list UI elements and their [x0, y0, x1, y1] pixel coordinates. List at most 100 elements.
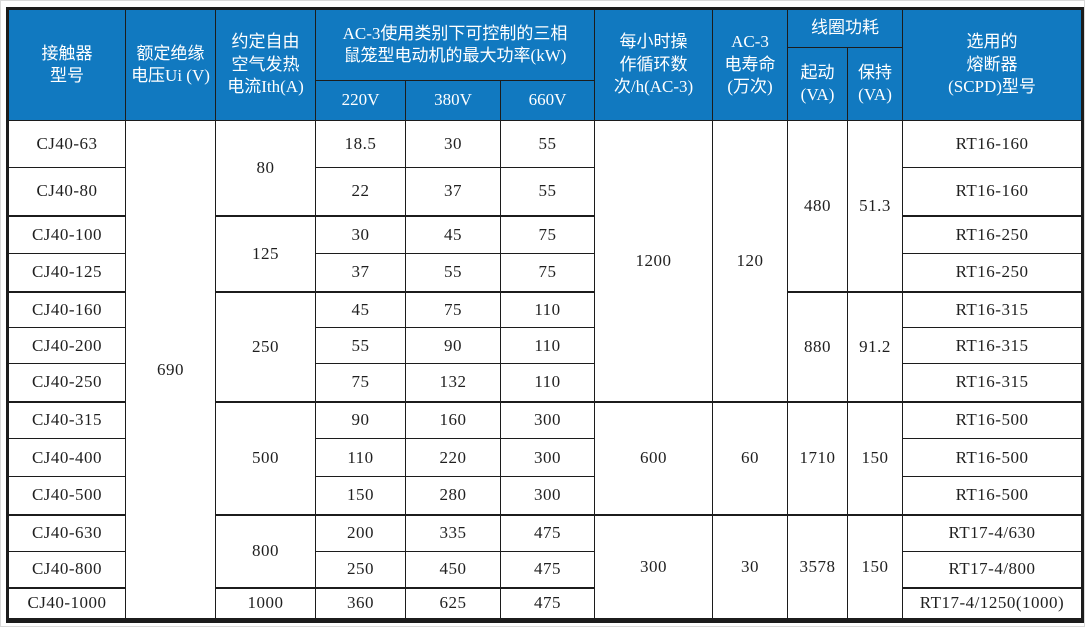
cell-power-220v: 250 [315, 551, 406, 588]
header-fuse-type: 选用的 熔断器 (SCPD)型号 [902, 8, 1084, 121]
table-row: CJ40-160 250 45 75 110 880 91.2 RT16-315 [7, 290, 1084, 402]
cell-power-380v: 220 [405, 438, 501, 477]
cell-power-660v: 110 [499, 327, 596, 364]
cell-fuse: RT16-160 [902, 120, 1084, 168]
cell-power-380v: 90 [405, 327, 501, 364]
cell-model: CJ40-80 [7, 167, 126, 216]
cell-fuse: RT17-4/1250(1000) [902, 586, 1084, 621]
cell-fuse: RT16-315 [902, 327, 1084, 364]
cell-model: CJ40-100 [7, 214, 126, 254]
table-body: CJ40-63 690 80 18.5 30 55 1200 120 480 5… [7, 120, 1084, 621]
cell-power-220v: 55 [315, 327, 406, 364]
header-hold-va: 保持 (VA) [847, 47, 904, 121]
cell-start-va: 880 [787, 290, 849, 402]
cell-power-220v: 18.5 [315, 120, 406, 168]
cell-power-660v: 300 [499, 438, 596, 477]
header-max-power: AC-3使用类别下可控制的三相 鼠笼型电动机的最大功率(kW) [314, 8, 596, 81]
cell-electrical-life: 30 [712, 513, 789, 621]
cell-power-220v: 110 [315, 438, 406, 477]
cell-model: CJ40-630 [7, 513, 126, 552]
cell-power-220v: 45 [315, 290, 406, 328]
cell-fuse: RT17-4/800 [902, 551, 1084, 588]
cell-model: CJ40-200 [7, 327, 126, 364]
cell-electrical-life: 60 [712, 400, 789, 515]
cell-start-va: 480 [787, 120, 849, 292]
cell-power-380v: 132 [405, 363, 501, 402]
header-start-va: 起动 (VA) [787, 47, 849, 121]
header-insulation-voltage: 额定绝缘 电压Ui (V) [125, 8, 216, 121]
table-row: CJ40-630 800 200 335 475 300 30 3578 150… [7, 513, 1084, 621]
cell-fuse: RT16-250 [902, 214, 1084, 254]
header-220v: 220V [315, 80, 406, 121]
cell-power-660v: 110 [499, 290, 596, 328]
cell-operating-cycles: 300 [594, 513, 714, 621]
cell-fuse: RT16-500 [902, 438, 1084, 477]
header-model: 接触器 型号 [7, 8, 126, 121]
cell-power-220v: 90 [315, 400, 406, 439]
cell-fuse: RT16-500 [902, 400, 1084, 439]
cell-fuse: RT16-160 [902, 167, 1084, 216]
cell-power-660v: 75 [499, 214, 596, 254]
table-row: CJ40-1000 1000 360 625 475 RT17-4/1250(1… [7, 586, 1084, 621]
cell-model: CJ40-63 [7, 120, 126, 168]
cell-fuse: RT16-500 [902, 476, 1084, 515]
cell-thermal-current: 250 [215, 290, 316, 402]
cell-power-380v: 160 [405, 400, 501, 439]
cell-power-380v: 450 [405, 551, 501, 588]
cell-power-220v: 37 [315, 253, 406, 292]
cell-power-220v: 360 [315, 586, 406, 621]
cell-power-380v: 45 [405, 214, 501, 254]
cell-model: CJ40-400 [7, 438, 126, 477]
cell-hold-va: 91.2 [847, 290, 904, 402]
cell-model: CJ40-500 [7, 476, 126, 515]
cell-power-380v: 75 [405, 290, 501, 328]
cell-power-220v: 22 [315, 167, 406, 216]
cell-thermal-current: 125 [215, 214, 316, 292]
cell-power-380v: 30 [405, 120, 501, 168]
table-row: CJ40-200 55 90 110 RT16-315 [7, 327, 1084, 364]
cell-start-va: 3578 [787, 513, 849, 621]
table-row: CJ40-400 110 220 300 RT16-500 [7, 438, 1084, 477]
cell-hold-va: 150 [847, 513, 904, 621]
cell-power-660v: 300 [499, 476, 596, 515]
cell-model: CJ40-125 [7, 253, 126, 292]
cell-power-660v: 55 [499, 120, 596, 168]
cell-model: CJ40-800 [7, 551, 126, 588]
cell-fuse: RT16-250 [902, 253, 1084, 292]
table-row: CJ40-250 75 132 110 RT16-315 [7, 363, 1084, 402]
cell-power-660v: 75 [499, 253, 596, 292]
cell-electrical-life: 120 [712, 120, 789, 402]
cell-model: CJ40-250 [7, 363, 126, 402]
cell-power-220v: 200 [315, 513, 406, 552]
cell-model: CJ40-160 [7, 290, 126, 328]
cell-model: CJ40-315 [7, 400, 126, 439]
cell-power-220v: 30 [315, 214, 406, 254]
contactor-spec-table: 接触器 型号 额定绝缘 电压Ui (V) 约定自由 空气发热 电流Ith(A) … [6, 7, 1085, 623]
cell-power-220v: 150 [315, 476, 406, 515]
cell-power-380v: 335 [405, 513, 501, 552]
cell-power-380v: 280 [405, 476, 501, 515]
cell-operating-cycles: 1200 [594, 120, 714, 402]
cell-fuse: RT16-315 [902, 363, 1084, 402]
table-row: CJ40-800 250 450 475 RT17-4/800 [7, 551, 1084, 588]
cell-start-va: 1710 [787, 400, 849, 515]
cell-power-660v: 300 [499, 400, 596, 439]
cell-fuse: RT16-315 [902, 290, 1084, 328]
cell-operating-cycles: 600 [594, 400, 714, 515]
cell-model: CJ40-1000 [7, 586, 126, 621]
cell-thermal-current: 500 [215, 400, 316, 515]
cell-power-660v: 55 [499, 167, 596, 216]
cell-insulation-voltage: 690 [125, 120, 216, 621]
header-thermal-current: 约定自由 空气发热 电流Ith(A) [215, 8, 316, 121]
header-660v: 660V [499, 80, 596, 121]
table-row: CJ40-63 690 80 18.5 30 55 1200 120 480 5… [7, 120, 1084, 621]
cell-thermal-current: 1000 [215, 586, 316, 621]
table-header: 接触器 型号 额定绝缘 电压Ui (V) 约定自由 空气发热 电流Ith(A) … [7, 8, 1084, 121]
cell-power-380v: 37 [405, 167, 501, 216]
table-row: CJ40-315 500 90 160 300 600 60 1710 150 … [7, 400, 1084, 515]
cell-power-380v: 55 [405, 253, 501, 292]
cell-hold-va: 51.3 [847, 120, 904, 292]
cell-power-380v: 625 [405, 586, 501, 621]
header-coil-consumption: 线圈功耗 [787, 8, 904, 48]
cell-power-660v: 110 [499, 363, 596, 402]
